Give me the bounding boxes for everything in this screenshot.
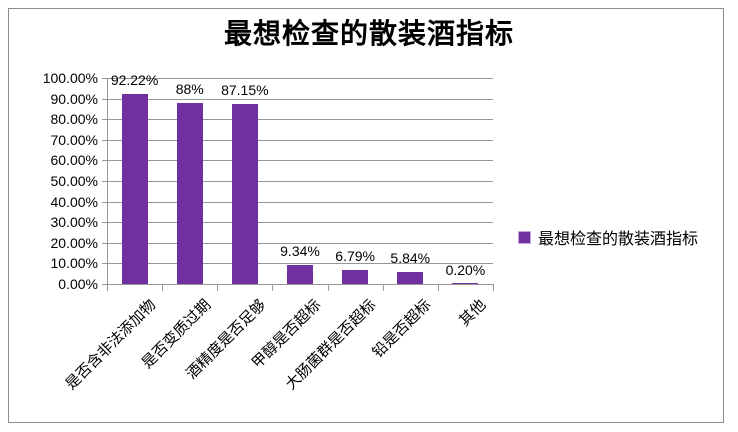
bar-value-label: 9.34% <box>280 242 320 259</box>
bar-value-label: 6.79% <box>335 248 375 264</box>
y-gridline <box>102 181 493 182</box>
y-axis-tick-label: 70.00% <box>50 131 98 148</box>
y-gridline <box>102 160 493 162</box>
y-gridline <box>102 201 493 203</box>
y-gridline <box>102 139 493 141</box>
x-axis-tick <box>107 284 108 291</box>
y-gridline <box>102 222 493 224</box>
bar-value-label: 92.22% <box>110 72 159 89</box>
y-gridline <box>102 78 493 79</box>
x-axis-tick <box>272 284 274 291</box>
bar-4 <box>287 264 313 284</box>
y-axis-tick-label: 60.00% <box>50 152 98 169</box>
y-axis-tick-label: 80.00% <box>50 111 98 128</box>
y-axis-tick-label: 10.00% <box>50 255 98 272</box>
bar-7 <box>452 283 479 284</box>
y-gridline <box>102 119 493 121</box>
legend-series-label: 最想检查的散装酒指标 <box>538 231 699 248</box>
bar-3 <box>231 104 258 284</box>
y-axis-tick-label: 40.00% <box>50 193 98 210</box>
y-gridline <box>102 98 493 100</box>
y-axis-line <box>107 78 108 284</box>
y-axis-tick-label: 0.00% <box>58 276 98 292</box>
y-axis-tick-label: 30.00% <box>50 214 98 231</box>
y-axis-tick-label: 50.00% <box>50 173 98 189</box>
x-axis-tick <box>162 284 164 291</box>
x-axis-tick <box>493 284 494 291</box>
y-axis-tick-label: 90.00% <box>50 90 98 107</box>
y-axis-tick-label: 20.00% <box>50 234 98 251</box>
bar-1 <box>121 94 148 284</box>
y-axis-tick-label: 100.00% <box>42 70 98 86</box>
chart-title: 最想检查的散装酒指标 <box>223 19 514 50</box>
y-gridline <box>102 263 493 265</box>
x-axis-tick <box>437 284 439 291</box>
x-axis-tick <box>217 284 219 291</box>
bar-5 <box>342 270 369 284</box>
x-axis-tick <box>382 284 384 291</box>
bar-value-label: 0.20% <box>445 261 486 278</box>
y-gridline <box>102 242 493 244</box>
legend: 最想检查的散装酒指标 <box>518 225 698 249</box>
bar-value-label: 88% <box>175 80 204 97</box>
bar-2 <box>176 102 203 284</box>
legend-swatch-icon <box>518 230 531 244</box>
bar-value-label: 87.15% <box>221 82 269 99</box>
y-gridline <box>102 284 493 285</box>
chart-border-frame <box>8 8 724 423</box>
x-axis-tick <box>327 284 329 291</box>
bar-6 <box>397 271 424 284</box>
bar-value-label: 5.84% <box>390 249 431 266</box>
